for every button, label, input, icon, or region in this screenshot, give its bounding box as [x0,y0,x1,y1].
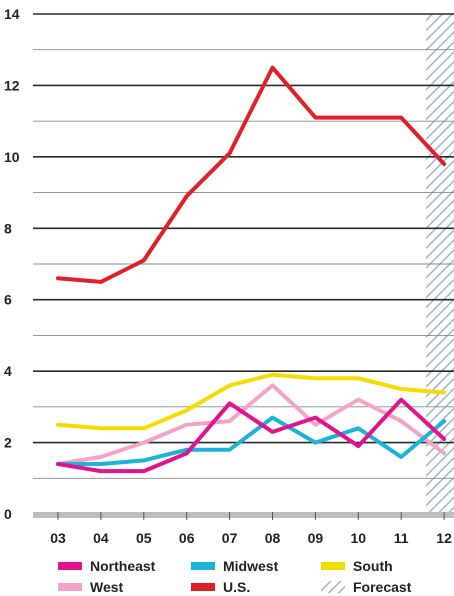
legend-item-forecast: Forecast [321,579,412,595]
series-line-midwest [56,415,447,466]
y-tick-label: 4 [4,363,12,379]
y-tick-label: 8 [4,220,12,236]
legend-item-northeast: Northeast [58,558,156,574]
x-axis-line [33,512,454,518]
y-tick-label: 0 [4,506,12,522]
x-tick-label: 07 [222,530,238,546]
series-line-northeast [56,397,447,474]
x-tick-label: 09 [308,530,324,546]
x-tick-label: 04 [93,530,109,546]
x-tick-label: 12 [436,530,452,546]
legend-label: Midwest [223,558,279,574]
y-tick-label: 6 [4,292,12,308]
y-tick-label: 14 [4,6,20,22]
legend-label: Northeast [90,558,156,574]
x-tick-label: 10 [351,530,367,546]
legend-swatch [321,562,345,570]
series-line-west [56,383,447,466]
legend-swatch [191,583,215,591]
legend-label: Forecast [353,579,412,595]
x-tick-label: 11 [394,530,409,546]
legend-item-south: South [321,558,393,574]
legend-swatch [191,562,215,570]
x-tick-label: 06 [179,530,195,546]
legend-swatch [58,562,82,570]
legend-swatch [321,581,345,593]
legend-item-midwest: Midwest [191,558,279,574]
x-tick-label: 05 [136,530,152,546]
x-tick-label: 03 [50,530,66,546]
legend-swatch [58,583,82,591]
x-tick-label: 08 [265,530,281,546]
legend-item-west: West [58,579,124,595]
legend-label: South [353,558,393,574]
series-line-u-s [56,65,447,284]
y-tick-label: 12 [4,77,20,93]
y-tick-label: 10 [4,149,20,165]
series-line-south [56,372,447,431]
legend-label: U.S. [223,579,250,595]
legend-item-u-s: U.S. [191,579,250,595]
legend-label: West [90,579,124,595]
y-tick-label: 2 [4,435,12,451]
